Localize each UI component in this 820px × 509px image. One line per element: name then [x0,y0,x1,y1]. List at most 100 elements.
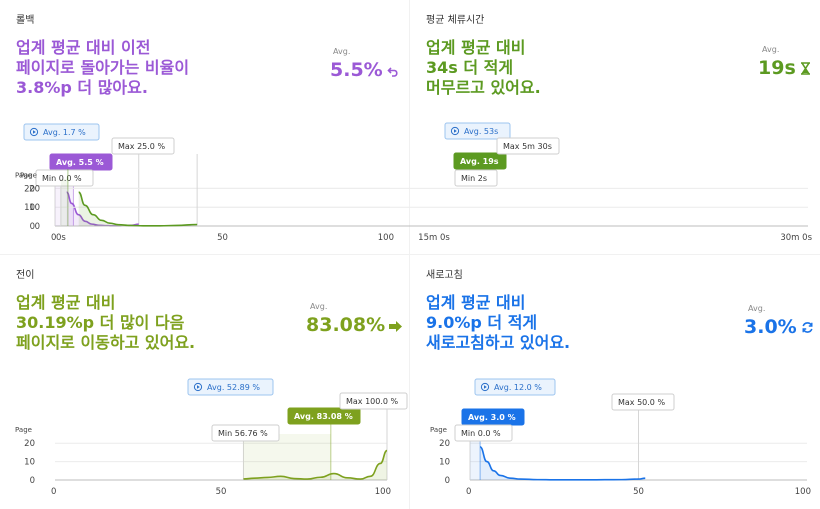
chart-refresh: 0 10 20 Page 0 50 100 Avg. 12.0 % Avg. 3.0 % Min … [430,378,811,497]
self-avg-badge: Avg. 83.08 % [287,407,361,425]
undo-arrow-icon [387,60,399,82]
self-avg-badge: Avg. 3.0 % [461,408,525,426]
self-avg-badge: Avg. 5.5 % [49,153,113,171]
panel-headline: 업계 평균 대비 9.0%p 더 적게 새로고침하고 있어요. [426,293,570,353]
y-tick-label: 10 [24,203,35,213]
series-line [243,449,388,480]
x-tick-label: 50 [216,487,227,497]
x-tick-label: 0s [56,233,66,243]
avg-label: Avg. [748,304,766,313]
headline-line-1: 업계 평균 대비 [16,293,116,312]
series-line [479,446,646,481]
y-tick-label: 0 [35,222,40,232]
headline-line-2: 30.19%p 더 많이 다음 [16,313,185,332]
y-tick-label: 0 [30,476,35,486]
play-circle-icon [450,126,460,136]
avg-label: Avg. [310,302,328,311]
range-band [243,434,331,480]
x-tick-label: 0 [51,487,56,497]
marker-label: Avg. 5.5 % [56,158,104,167]
max-badge: Max 100.0 % [339,392,408,410]
range-band [55,179,74,226]
avg-label: Avg. [333,47,351,56]
x-tick-label: 0 [51,233,56,243]
headline-line-1: 업계 평균 대비 [426,38,526,57]
min-badge: Min 56.76 % [211,424,280,442]
headline-line-1: 업계 평균 대비 [426,293,526,312]
y-tick-label: 0 [30,222,35,232]
panel-transition: 전이 업계 평균 대비 30.19%p 더 많이 다음 페이지로 이동하고 있어… [0,255,410,509]
avg-label: Avg. [762,45,780,54]
y-axis-label: Page [15,426,32,434]
series-area [78,192,198,226]
marker-label: Max 5m 30s [503,142,552,151]
marker-label: Max 50.0 % [618,398,665,407]
marker-label: Avg. 3.0 % [468,413,516,422]
panel-headline: 업계 평균 대비 이전 페이지로 돌아가는 비율이 3.8%p 더 많아요. [16,38,189,98]
headline-line-3: 3.8%p 더 많아요. [16,78,148,97]
chart-transition: 0 10 20 Page 0 50 100 Avg. 52.89 % Avg. 83.08 % M… [15,378,408,497]
min-badge: Min 0.0 % [35,169,94,187]
industry-avg-badge: Avg. 12.0 % [474,378,556,396]
panel-title: 롤백 [16,15,35,26]
series-area [243,450,387,480]
panel-title: 평균 체류시간 [426,15,485,26]
headline-line-3: 머무르고 있어요. [426,78,541,97]
headline-line-3: 새로고침하고 있어요. [426,333,571,352]
marker-label: Avg. 53s [464,127,498,136]
panel-title: 전이 [16,270,35,281]
marker-label: Avg. 12.0 % [494,383,542,392]
play-circle-icon [29,127,39,137]
series-area [480,446,646,480]
avg-value: 3.0% [744,316,797,338]
marker-label: Avg. 83.08 % [294,412,353,421]
industry-avg-badge: Avg. 52.89 % [187,378,274,396]
x-tick-label: 30m 0s [780,233,812,243]
x-tick-label: 50 [633,487,644,497]
headline-line-2: 34s 더 적게 [426,58,514,77]
avg-value-box: 3.0% [744,316,814,339]
range-band [470,434,481,480]
marker-label: Avg. 19s [460,157,499,166]
panel-rollback: 롤백 업계 평균 대비 이전 페이지로 돌아가는 비율이 3.8%p 더 많아요… [0,0,410,254]
max-badge: Max 50.0 % [611,393,675,411]
y-tick-label: 20 [24,439,35,449]
industry-avg-badge: Avg. 53s [444,122,511,140]
panel-title: 새로고침 [426,270,463,281]
y-tick-label: 20 [29,184,40,194]
marker-label: Avg. 1.7 % [43,128,86,137]
y-tick-label: 10 [29,203,40,213]
max-badge: Max 25.0 % [111,137,175,155]
marker-label: Min 0.0 % [42,174,82,183]
panel-dwell-time: 평균 체류시간 업계 평균 대비 34s 더 적게 머무르고 있어요. Avg.… [20,0,820,254]
avg-value-box: 19s [758,57,811,80]
series-line [78,191,198,227]
y-tick-label: 10 [439,458,450,468]
horizontal-divider [0,254,820,255]
y-axis-label: Page [430,426,447,434]
y-tick-label: 20 [439,439,450,449]
avg-value: 83.08% [306,314,386,336]
marker-label: Max 25.0 % [118,142,165,151]
x-tick-label: 100 [378,233,394,243]
y-tick-label: 0 [445,476,450,486]
play-circle-icon [193,382,203,392]
refresh-icon [801,317,814,339]
x-tick-label: 100 [795,487,811,497]
y-axis-label: Page [20,171,37,179]
arrow-right-icon [389,315,403,337]
x-tick-label: 50 [217,233,228,243]
marker-label: Min 2s [461,174,487,183]
headline-line-3: 페이지로 이동하고 있어요. [16,333,196,352]
panel-headline: 업계 평균 대비 34s 더 적게 머무르고 있어요. [426,38,541,98]
avg-value-box: 83.08% [306,314,403,337]
max-badge: Max 5m 30s [496,137,560,155]
self-avg-badge: Avg. 19s [453,152,507,170]
y-tick-label: 20 [24,184,35,194]
min-badge: Min 0.0 % [454,424,513,442]
play-circle-icon [480,382,490,392]
series-area [66,192,139,226]
headline-line-2: 페이지로 돌아가는 비율이 [16,58,190,77]
marker-label: Min 0.0 % [461,429,501,438]
